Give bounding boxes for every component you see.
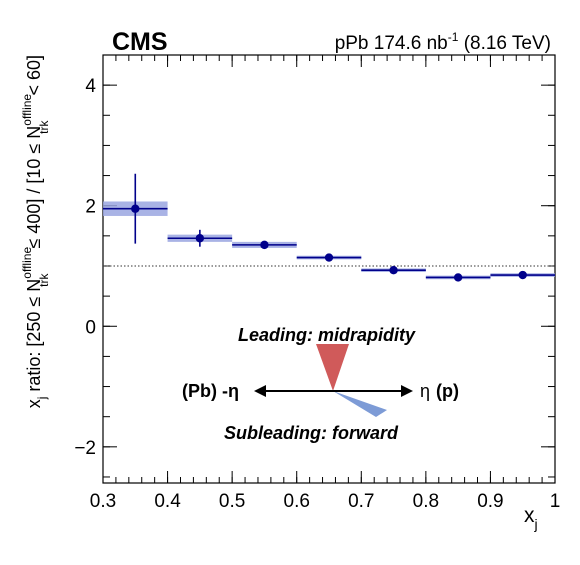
y-title-trk-sub-2: trk (37, 120, 51, 134)
x-tick-label: 0.6 (284, 491, 310, 512)
data-point (389, 266, 398, 275)
x-tick-label: 0.9 (477, 491, 503, 512)
experiment-label: CMS (112, 28, 168, 56)
energy-label: (8.16 TeV) (464, 33, 551, 54)
axis-ticks: 0.3 0.4 0.5 0.6 0.7 0.8 0.9 1 −2 0 2 4 (74, 54, 561, 512)
subleading-jet-triangle (333, 391, 387, 417)
y-title-trk-sub-1: trk (37, 273, 51, 287)
y-title-part4: < 60] (24, 55, 44, 101)
x-tick-label: 0.4 (154, 491, 181, 512)
luminosity-unit-exponent: -1 (448, 30, 459, 44)
pb-eta-label: (Pb) -η (182, 381, 239, 401)
x-tick-label: 0.3 (90, 491, 116, 512)
y-title-part2: ratio: [250 ≤ N (24, 279, 44, 397)
y-title-part3: ≤ 400] / [10 ≤ N (24, 126, 44, 254)
x-tick-label: 1 (550, 491, 561, 512)
luminosity-value: pPb 174.6 nb (335, 33, 448, 54)
rapidity-diagram: Leading: midrapidity Subleading: forward… (182, 325, 459, 443)
x-axis-title-sub: j (534, 516, 538, 532)
y-tick-label: −2 (74, 438, 96, 459)
leading-jet-triangle (316, 344, 349, 391)
data-point (195, 234, 205, 243)
p-eta-symbol: η (420, 381, 430, 401)
y-tick-label: 2 (85, 197, 96, 218)
x-tick-label: 0.5 (219, 491, 245, 512)
eta-arrow-right-head (401, 385, 413, 397)
y-title-offline-sup-1: offline (20, 247, 34, 279)
subleading-label: Subleading: forward (224, 423, 399, 443)
leading-label: Leading: midrapidity (238, 325, 416, 345)
x-axis-title: xj (524, 504, 538, 532)
data-point (131, 204, 140, 213)
plot-frame (102, 54, 556, 484)
x-tick-label: 0.7 (348, 491, 374, 512)
p-label: (p) (436, 381, 459, 401)
x-tick-label: 0.8 (413, 491, 439, 512)
data-points (103, 173, 555, 282)
y-tick-label: 4 (85, 76, 96, 97)
y-tick-label: 0 (85, 317, 96, 338)
eta-arrow-left-head (254, 385, 266, 397)
p-eta-label: η (p) (420, 381, 459, 401)
y-title-x: x (24, 399, 44, 408)
data-point (518, 270, 527, 280)
y-axis-title: xj ratio: [250 ≤ Nofflinetrk ≤ 400] / [1… (20, 55, 51, 408)
data-point (260, 240, 269, 250)
systematic-bands (103, 201, 555, 280)
luminosity-label: pPb 174.6 nb-1 (8.16 TeV) (335, 30, 551, 54)
y-title-offline-sup-2: offline (20, 94, 34, 126)
x-axis-title-main: x (524, 504, 535, 527)
data-point (453, 273, 463, 282)
data-point (324, 253, 334, 262)
y-title-j-sub: j (35, 397, 49, 401)
